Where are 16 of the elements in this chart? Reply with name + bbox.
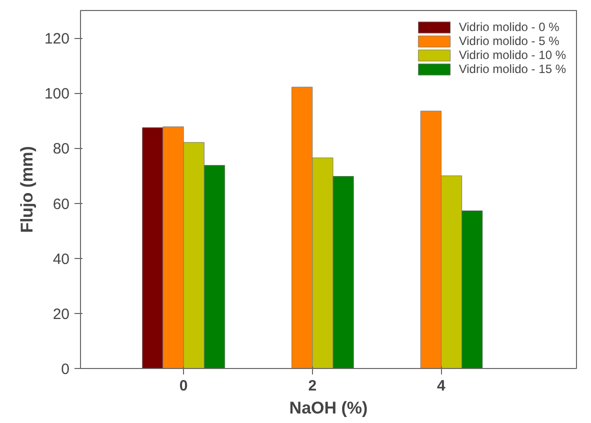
x-tick-label: 4 <box>437 378 446 394</box>
x-axis-title: NaOH (%) <box>289 398 368 418</box>
y-axis-title: Flujo (mm) <box>17 146 36 233</box>
x-tick-label: 2 <box>308 378 317 394</box>
x-tick-label: 0 <box>179 378 188 394</box>
y-tick-label: 20 <box>52 306 70 323</box>
y-tick-label: 120 <box>44 30 70 48</box>
y-tick-label: 60 <box>52 196 70 213</box>
legend-label: Vidrio molido - 15 % <box>458 62 566 76</box>
y-tick-label: 40 <box>52 250 70 268</box>
y-tick-label: 0 <box>61 361 70 378</box>
legend-label: Vidrio molido - 5 % <box>458 34 560 48</box>
legend-label: Vidrio molido - 0 % <box>458 20 560 34</box>
y-tick-label: 80 <box>52 140 70 158</box>
y-tick-label: 100 <box>44 86 70 103</box>
legend-label: Vidrio molido - 10 % <box>458 48 566 62</box>
